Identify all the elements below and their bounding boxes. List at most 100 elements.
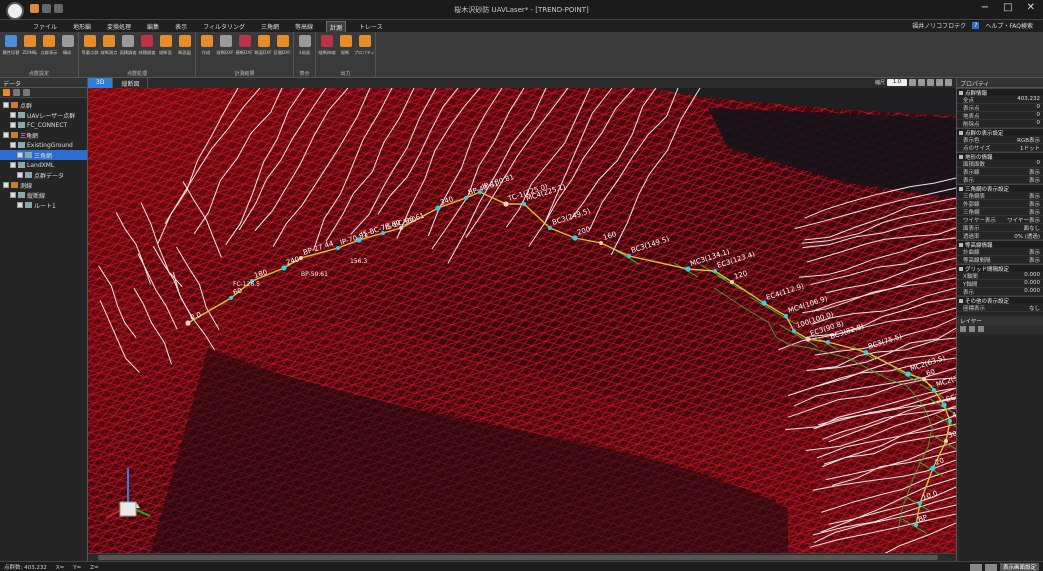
- collapse-icon[interactable]: [959, 90, 963, 95]
- ribbon-button[interactable]: 断面図: [176, 34, 193, 64]
- property-value[interactable]: RGB表示: [1017, 138, 1040, 143]
- zoom-input[interactable]: 1.0: [887, 79, 907, 86]
- station-marker[interactable]: [478, 190, 482, 194]
- station-marker[interactable]: [399, 226, 403, 230]
- station-marker[interactable]: [941, 402, 947, 408]
- visibility-checkbox[interactable]: [10, 142, 16, 148]
- property-value[interactable]: 面なし: [1023, 226, 1040, 231]
- property-value[interactable]: 表示: [1028, 250, 1040, 255]
- station-marker[interactable]: [522, 202, 526, 206]
- visibility-checkbox[interactable]: [10, 162, 16, 168]
- menu-item[interactable]: 地形編: [73, 24, 92, 31]
- station-marker[interactable]: [864, 350, 868, 354]
- layer-add-icon[interactable]: [3, 89, 10, 96]
- status-button-1[interactable]: [969, 563, 982, 571]
- ribbon-button[interactable]: 横断DXF: [236, 34, 253, 64]
- station-marker[interactable]: [185, 320, 191, 326]
- station-marker[interactable]: [930, 465, 936, 471]
- station-marker[interactable]: [250, 279, 254, 283]
- menu-item[interactable]: ファイル: [33, 24, 58, 31]
- station-marker[interactable]: [435, 205, 441, 211]
- collapse-icon[interactable]: [959, 266, 963, 271]
- station-marker[interactable]: [730, 280, 734, 284]
- visibility-checkbox[interactable]: [10, 112, 16, 118]
- layer-delete-icon[interactable]: [23, 89, 30, 96]
- visibility-checkbox[interactable]: [3, 182, 9, 188]
- property-section[interactable]: グリッド間隔設定: [957, 264, 1043, 273]
- property-value[interactable]: 表示: [1028, 202, 1040, 207]
- view-tab[interactable]: 3D: [88, 78, 114, 88]
- property-value[interactable]: 0.000: [1024, 280, 1040, 286]
- tree-item[interactable]: UAVレーザー点群: [0, 110, 87, 120]
- collapse-icon[interactable]: [959, 130, 963, 135]
- property-value[interactable]: 0: [1036, 160, 1041, 166]
- station-marker[interactable]: [922, 377, 926, 381]
- visibility-checkbox[interactable]: [10, 122, 16, 128]
- layer-remove-icon[interactable]: [978, 326, 984, 332]
- view-fit-icon[interactable]: [936, 79, 943, 86]
- station-marker[interactable]: [826, 340, 830, 344]
- collapse-icon[interactable]: [959, 242, 963, 247]
- app-logo-icon[interactable]: [6, 2, 24, 20]
- station-marker[interactable]: [356, 237, 362, 243]
- property-value[interactable]: 0.000: [1024, 288, 1040, 294]
- property-value[interactable]: 0.000: [1024, 272, 1040, 278]
- ribbon-button[interactable]: ZDIN転: [21, 34, 38, 64]
- property-value[interactable]: 表示: [1028, 170, 1040, 175]
- property-value[interactable]: 表示: [1028, 194, 1040, 199]
- view-settings-icon[interactable]: [945, 79, 952, 86]
- property-value[interactable]: 0: [1036, 104, 1041, 110]
- collapse-icon[interactable]: [959, 298, 963, 303]
- ribbon-button[interactable]: 4画面: [296, 34, 313, 64]
- save-icon[interactable]: [30, 4, 39, 13]
- property-value[interactable]: 表示: [1028, 258, 1040, 263]
- ribbon-button[interactable]: 縦断伸縮: [318, 34, 335, 64]
- collapse-icon[interactable]: [959, 154, 963, 159]
- property-value[interactable]: 0: [1036, 112, 1041, 118]
- tree-item[interactable]: LandXML: [0, 160, 87, 170]
- station-marker[interactable]: [229, 296, 233, 300]
- undo-icon[interactable]: [42, 4, 51, 13]
- station-marker[interactable]: [281, 265, 287, 271]
- station-marker[interactable]: [685, 266, 691, 272]
- 3d-scene[interactable]: 0.060180240BP-27.44IP-70.81IS-BC-78.60IS…: [88, 88, 956, 561]
- menu-item[interactable]: 等高線: [294, 24, 313, 31]
- station-marker[interactable]: [713, 269, 717, 273]
- property-value[interactable]: 表示: [1028, 210, 1040, 215]
- menu-item[interactable]: 変換処理: [107, 24, 132, 31]
- visibility-checkbox[interactable]: [17, 152, 23, 158]
- station-marker[interactable]: [914, 523, 918, 527]
- menu-item[interactable]: トレース: [359, 24, 383, 31]
- redo-icon[interactable]: [54, 4, 63, 13]
- station-marker[interactable]: [464, 196, 468, 200]
- tree-item[interactable]: 点群データ: [0, 170, 87, 180]
- ribbon-button[interactable]: 作成: [198, 34, 215, 64]
- property-value[interactable]: 403,232: [1017, 96, 1040, 102]
- property-value[interactable]: ワイヤー表示: [1007, 218, 1040, 223]
- station-marker[interactable]: [948, 419, 952, 423]
- property-value[interactable]: なし: [1028, 306, 1040, 311]
- status-display-settings[interactable]: 表示画面設定: [999, 563, 1039, 571]
- center-line[interactable]: [187, 191, 951, 526]
- station-marker[interactable]: [792, 329, 796, 333]
- property-section[interactable]: 三角網の表示設定: [957, 184, 1043, 193]
- axis-gizmo[interactable]: [105, 468, 151, 519]
- ribbon-button[interactable]: 区間DXF: [274, 34, 291, 64]
- help-search[interactable]: ヘルプ・FAQ検索: [985, 23, 1033, 30]
- view-rotate-icon[interactable]: [918, 79, 925, 86]
- ribbon-button[interactable]: 構成: [59, 34, 76, 64]
- menu-item[interactable]: 編集: [147, 24, 160, 31]
- tree-item[interactable]: 測線: [0, 180, 87, 190]
- tree-item[interactable]: ExistingGround: [0, 140, 87, 150]
- tree-item[interactable]: 縦断線: [0, 190, 87, 200]
- property-section[interactable]: 点群情報: [957, 88, 1043, 97]
- ribbon-button[interactable]: 断面DXF: [255, 34, 272, 64]
- view-pan-icon[interactable]: [927, 79, 934, 86]
- view-home-icon[interactable]: [909, 79, 916, 86]
- view-tab[interactable]: 縦断図: [113, 78, 149, 88]
- ribbon-button[interactable]: 属性切替: [2, 34, 19, 64]
- ribbon-button[interactable]: 縦断: [337, 34, 354, 64]
- ribbon-button[interactable]: 体積調査: [138, 34, 155, 64]
- ribbon-button[interactable]: プロパティ: [354, 34, 375, 64]
- menu-item[interactable]: 三角網: [260, 24, 279, 31]
